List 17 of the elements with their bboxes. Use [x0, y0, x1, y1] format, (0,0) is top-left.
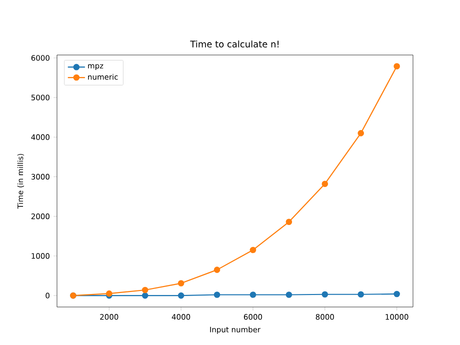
point: [142, 292, 148, 299]
point: [214, 292, 220, 298]
point: [250, 292, 256, 298]
point: [250, 246, 256, 254]
point: [178, 280, 184, 286]
point: [286, 218, 292, 226]
point: [358, 291, 364, 298]
point: [394, 63, 400, 70]
point: [142, 286, 148, 294]
point: [358, 130, 364, 136]
point: [394, 290, 400, 298]
point: [286, 292, 292, 298]
point: [214, 266, 220, 273]
point: [322, 291, 328, 298]
point: [322, 180, 328, 188]
chart-title: Time to calculate n!: [190, 40, 278, 48]
point: [178, 292, 184, 299]
